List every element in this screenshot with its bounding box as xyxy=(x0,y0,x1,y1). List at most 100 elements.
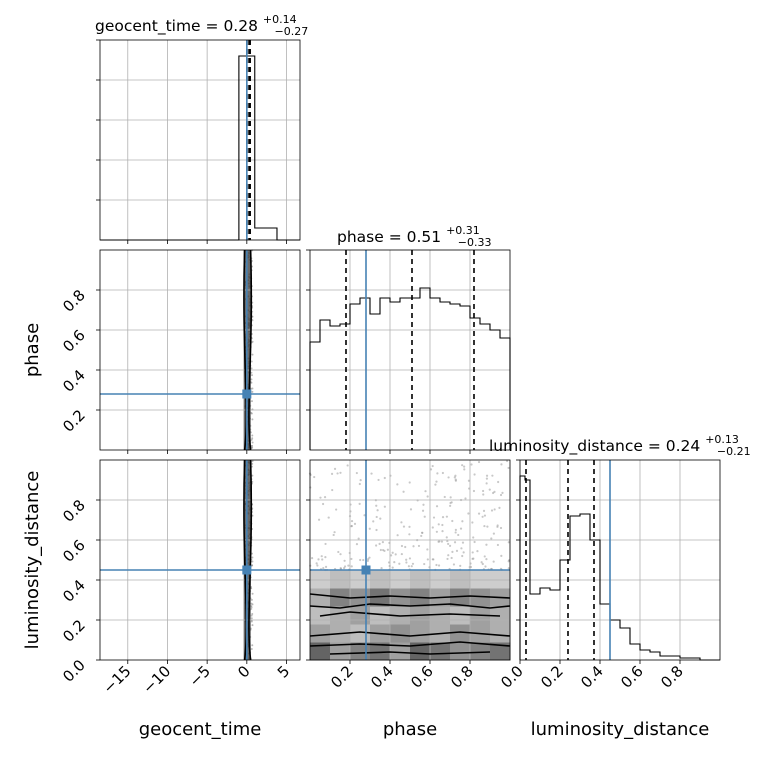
contour-line xyxy=(243,249,248,451)
scatter-point xyxy=(355,543,359,546)
scatter-point xyxy=(250,400,253,403)
scatter-point xyxy=(359,558,362,562)
scatter-point xyxy=(432,558,435,561)
scatter-point xyxy=(346,464,349,467)
density-cell xyxy=(370,642,391,661)
scatter-point xyxy=(337,550,340,554)
scatter-point xyxy=(422,503,425,506)
scatter-point xyxy=(484,565,487,568)
scatter-point xyxy=(402,525,406,528)
data-layer xyxy=(100,40,720,661)
scatter-point xyxy=(435,563,438,567)
scatter-point xyxy=(461,541,465,544)
scatter-point xyxy=(400,552,403,556)
scatter-point xyxy=(436,472,439,475)
scatter-point xyxy=(446,557,449,561)
y-tick-label: 0.6 xyxy=(59,326,89,356)
x-tick-label: −5 xyxy=(186,662,214,690)
scatter-point xyxy=(375,504,378,507)
scatter-point xyxy=(320,555,323,558)
scatter-point xyxy=(500,554,503,557)
scatter-point xyxy=(393,560,396,564)
scatter-point xyxy=(386,548,389,551)
scatter-point xyxy=(426,495,429,498)
scatter-point xyxy=(343,559,346,562)
scatter-point xyxy=(459,527,463,530)
scatter-point xyxy=(448,544,452,547)
scatter-point xyxy=(350,519,354,523)
scatter-point xyxy=(368,556,371,559)
scatter-point xyxy=(464,497,467,500)
scatter-point xyxy=(492,532,495,535)
scatter-point xyxy=(437,540,440,543)
scatter-point xyxy=(471,521,474,524)
scatter-point xyxy=(435,505,439,508)
scatter-point xyxy=(251,644,254,647)
scatter-point xyxy=(473,540,476,544)
y-tick-label: 0.4 xyxy=(59,576,89,606)
density-cell xyxy=(470,642,491,661)
scatter-point xyxy=(485,482,488,485)
density-cell xyxy=(430,570,451,589)
scatter-point xyxy=(441,530,444,533)
x-tick-label: −15 xyxy=(99,662,134,697)
scatter-point xyxy=(463,468,466,471)
scatter-point xyxy=(445,536,448,539)
scatter-point xyxy=(481,515,484,518)
scatter-point xyxy=(447,554,450,557)
scatter-point xyxy=(411,562,415,565)
scatter-point xyxy=(407,565,410,568)
scatter-point xyxy=(251,418,254,421)
scatter-point xyxy=(454,474,457,477)
contour-line xyxy=(319,611,501,617)
density-cell xyxy=(310,570,331,589)
scatter-point xyxy=(437,523,440,526)
scatter-point xyxy=(493,508,496,511)
scatter-point xyxy=(449,501,452,505)
scatter-point xyxy=(380,566,383,570)
histogram-phase xyxy=(309,287,511,450)
scatter-point xyxy=(473,473,476,476)
density-cell xyxy=(410,570,431,589)
scatter-point xyxy=(482,509,486,513)
scatter-point xyxy=(443,495,446,499)
scatter-point xyxy=(251,319,254,322)
scatter-point xyxy=(250,614,253,617)
scatter-point xyxy=(377,478,380,482)
contour-line xyxy=(309,631,511,637)
scatter-point xyxy=(396,483,399,486)
contour-line xyxy=(309,603,511,609)
scatter-point xyxy=(452,563,456,566)
scatter-point xyxy=(463,465,466,468)
contour-line xyxy=(248,249,253,451)
scatter-point xyxy=(353,522,357,525)
scatter-point xyxy=(408,481,411,484)
scatter-point xyxy=(250,360,253,363)
scatter-point xyxy=(432,516,436,519)
y-tick-label: 0.2 xyxy=(59,616,89,646)
scatter-point xyxy=(327,516,330,519)
scatter-point xyxy=(343,567,346,570)
scatter-point xyxy=(485,558,488,561)
scatter-point xyxy=(251,390,254,393)
scatter-point xyxy=(429,468,433,471)
scatter-point xyxy=(390,554,393,557)
density-cell xyxy=(450,624,471,643)
truth-marker xyxy=(242,389,252,399)
scatter-point xyxy=(251,560,254,563)
scatter-point xyxy=(321,558,324,561)
scatter-point xyxy=(324,565,328,568)
panel-frame xyxy=(519,459,721,661)
scatter-point xyxy=(315,562,318,565)
scatter-point xyxy=(460,547,463,550)
scatter-point xyxy=(250,374,253,377)
scatter-point xyxy=(251,592,254,595)
scatter-point xyxy=(250,378,253,381)
scatter-point xyxy=(358,482,361,486)
y-tick-label: 0.0 xyxy=(59,656,89,686)
scatter-point xyxy=(499,493,503,497)
scatter-point xyxy=(251,437,254,440)
density-cell xyxy=(390,624,411,643)
scatter-point xyxy=(480,561,483,564)
scatter-point xyxy=(251,434,254,437)
